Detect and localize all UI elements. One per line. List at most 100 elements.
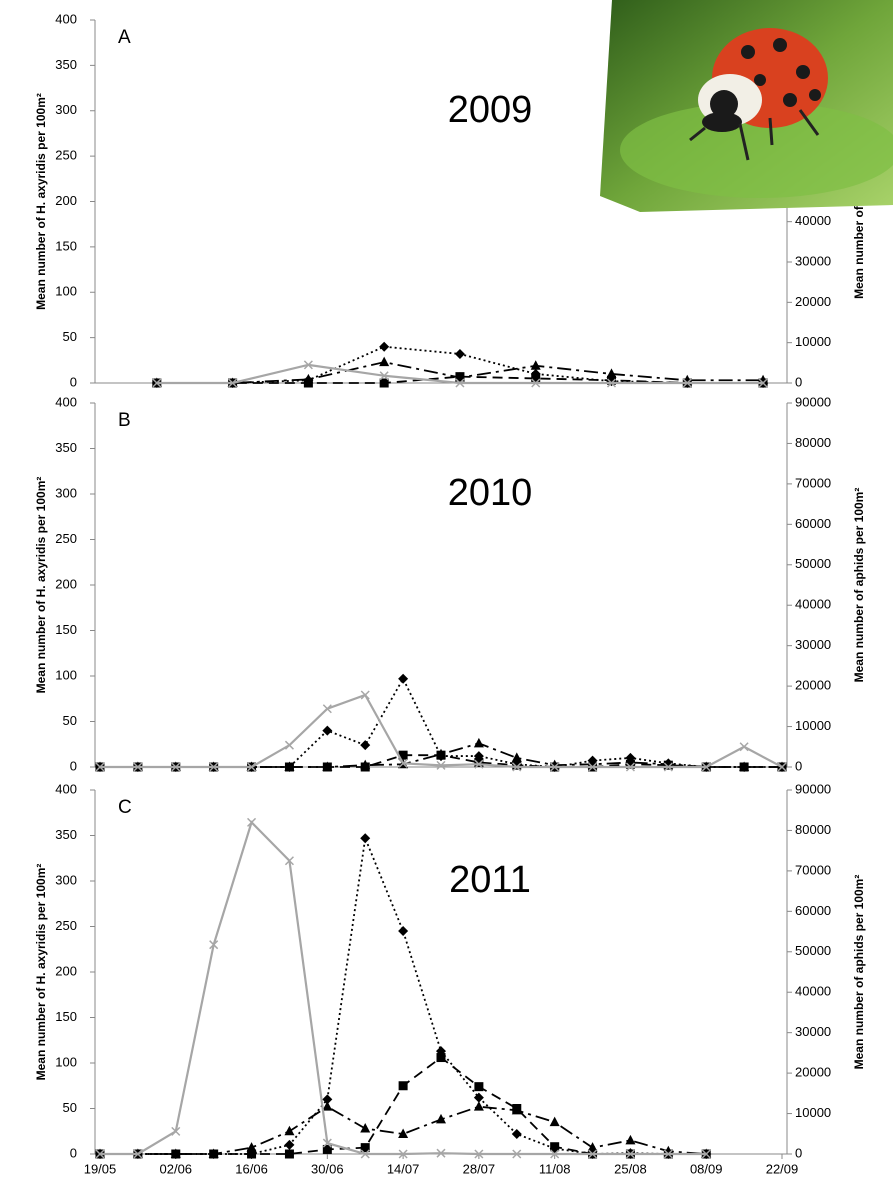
marker <box>284 856 294 866</box>
y2-tick-label: 40000 <box>795 984 831 999</box>
y-tick-label: 0 <box>70 374 77 389</box>
y2-axis-label: Mean number of aphids per 100m² <box>852 875 866 1070</box>
x-tick-label: 19/05 <box>84 1161 117 1176</box>
y2-tick-label: 0 <box>795 374 802 389</box>
panel-label: C <box>118 797 132 818</box>
x-tick-label: 28/07 <box>463 1161 496 1176</box>
marker <box>209 940 219 950</box>
marker <box>360 1123 371 1133</box>
marker <box>436 760 446 770</box>
marker <box>511 752 522 762</box>
y-tick-label: 150 <box>55 1009 77 1024</box>
marker <box>360 759 371 770</box>
marker <box>360 833 371 844</box>
marker <box>739 742 749 752</box>
marker <box>95 1149 105 1159</box>
y-tick-label: 0 <box>70 1145 77 1160</box>
marker <box>398 1149 408 1159</box>
y-tick-label: 100 <box>55 1054 77 1069</box>
x-tick-label: 16/06 <box>235 1161 268 1176</box>
marker <box>171 762 181 772</box>
marker <box>512 762 522 772</box>
marker <box>95 762 105 772</box>
y2-axis-label: Mean number of aphids per 100m² <box>852 488 866 683</box>
marker <box>588 762 598 772</box>
y-tick-label: 400 <box>55 781 77 796</box>
marker <box>303 360 313 370</box>
y-tick-label: 50 <box>63 329 77 344</box>
marker <box>682 378 692 388</box>
y-tick-label: 200 <box>55 576 77 591</box>
marker <box>322 1094 333 1105</box>
marker <box>398 1128 409 1138</box>
y2-tick-label: 60000 <box>795 516 831 531</box>
panel-title: 2009 <box>448 89 533 131</box>
y-axis-label: Mean number of H. axyridis per 100m² <box>34 477 48 694</box>
y2-tick-label: 30000 <box>795 253 831 268</box>
y-tick-label: 150 <box>55 238 77 253</box>
y2-tick-label: 90000 <box>795 394 831 409</box>
marker <box>550 1149 560 1159</box>
x-tick-label: 02/06 <box>160 1161 193 1176</box>
y-tick-label: 100 <box>55 284 77 299</box>
marker <box>398 926 409 937</box>
marker <box>398 750 408 760</box>
marker <box>473 1101 484 1111</box>
y-tick-label: 400 <box>55 11 77 26</box>
marker <box>322 1138 332 1148</box>
marker <box>512 1149 522 1159</box>
marker <box>531 378 541 388</box>
y2-tick-label: 30000 <box>795 637 831 652</box>
marker <box>512 760 522 770</box>
marker <box>398 673 409 684</box>
marker <box>588 1149 598 1159</box>
y2-tick-label: 80000 <box>795 435 831 450</box>
marker <box>209 762 219 772</box>
y-tick-label: 100 <box>55 667 77 682</box>
y-tick-label: 200 <box>55 193 77 208</box>
marker <box>170 1148 181 1158</box>
y-tick-label: 400 <box>55 394 77 409</box>
y2-tick-label: 60000 <box>795 903 831 918</box>
y-tick-label: 50 <box>63 1100 77 1115</box>
y2-tick-label: 50000 <box>795 943 831 958</box>
y2-tick-label: 20000 <box>795 1065 831 1080</box>
marker <box>701 1149 711 1159</box>
y2-tick-label: 40000 <box>795 597 831 612</box>
marker <box>436 1113 446 1124</box>
y-tick-label: 0 <box>70 758 77 773</box>
marker <box>284 1139 295 1150</box>
marker <box>474 1082 484 1092</box>
y-tick-label: 300 <box>55 485 77 500</box>
x-tick-label: 22/09 <box>766 1161 799 1176</box>
y-tick-label: 350 <box>55 827 77 842</box>
marker <box>322 1101 333 1111</box>
marker <box>284 1125 295 1136</box>
marker <box>152 378 162 388</box>
marker <box>246 1142 257 1152</box>
marker <box>436 1148 446 1158</box>
marker <box>436 748 446 759</box>
y-tick-label: 300 <box>55 872 77 887</box>
y2-tick-label: 30000 <box>795 1024 831 1039</box>
y-axis-label: Mean number of H. axyridis per 100m² <box>34 864 48 1081</box>
marker <box>133 1149 143 1159</box>
x-tick-label: 11/08 <box>539 1161 571 1176</box>
marker <box>607 375 616 385</box>
marker <box>322 725 333 736</box>
marker <box>247 817 257 827</box>
y-tick-label: 300 <box>55 102 77 117</box>
y-tick-label: 250 <box>55 918 77 933</box>
marker <box>379 378 389 388</box>
marker <box>550 762 560 772</box>
marker <box>550 1142 560 1152</box>
series-line <box>100 1105 707 1155</box>
marker <box>701 762 711 772</box>
marker <box>663 762 673 772</box>
marker <box>360 690 370 700</box>
y2-tick-label: 70000 <box>795 862 831 877</box>
plots: 0 50 100 150 200 250 300 350 400 0 100 0 0 20000 30000… <box>34 11 866 1176</box>
marker <box>454 372 465 382</box>
y-axis-label: Mean number of H. axyridis per 100m² <box>34 93 48 310</box>
